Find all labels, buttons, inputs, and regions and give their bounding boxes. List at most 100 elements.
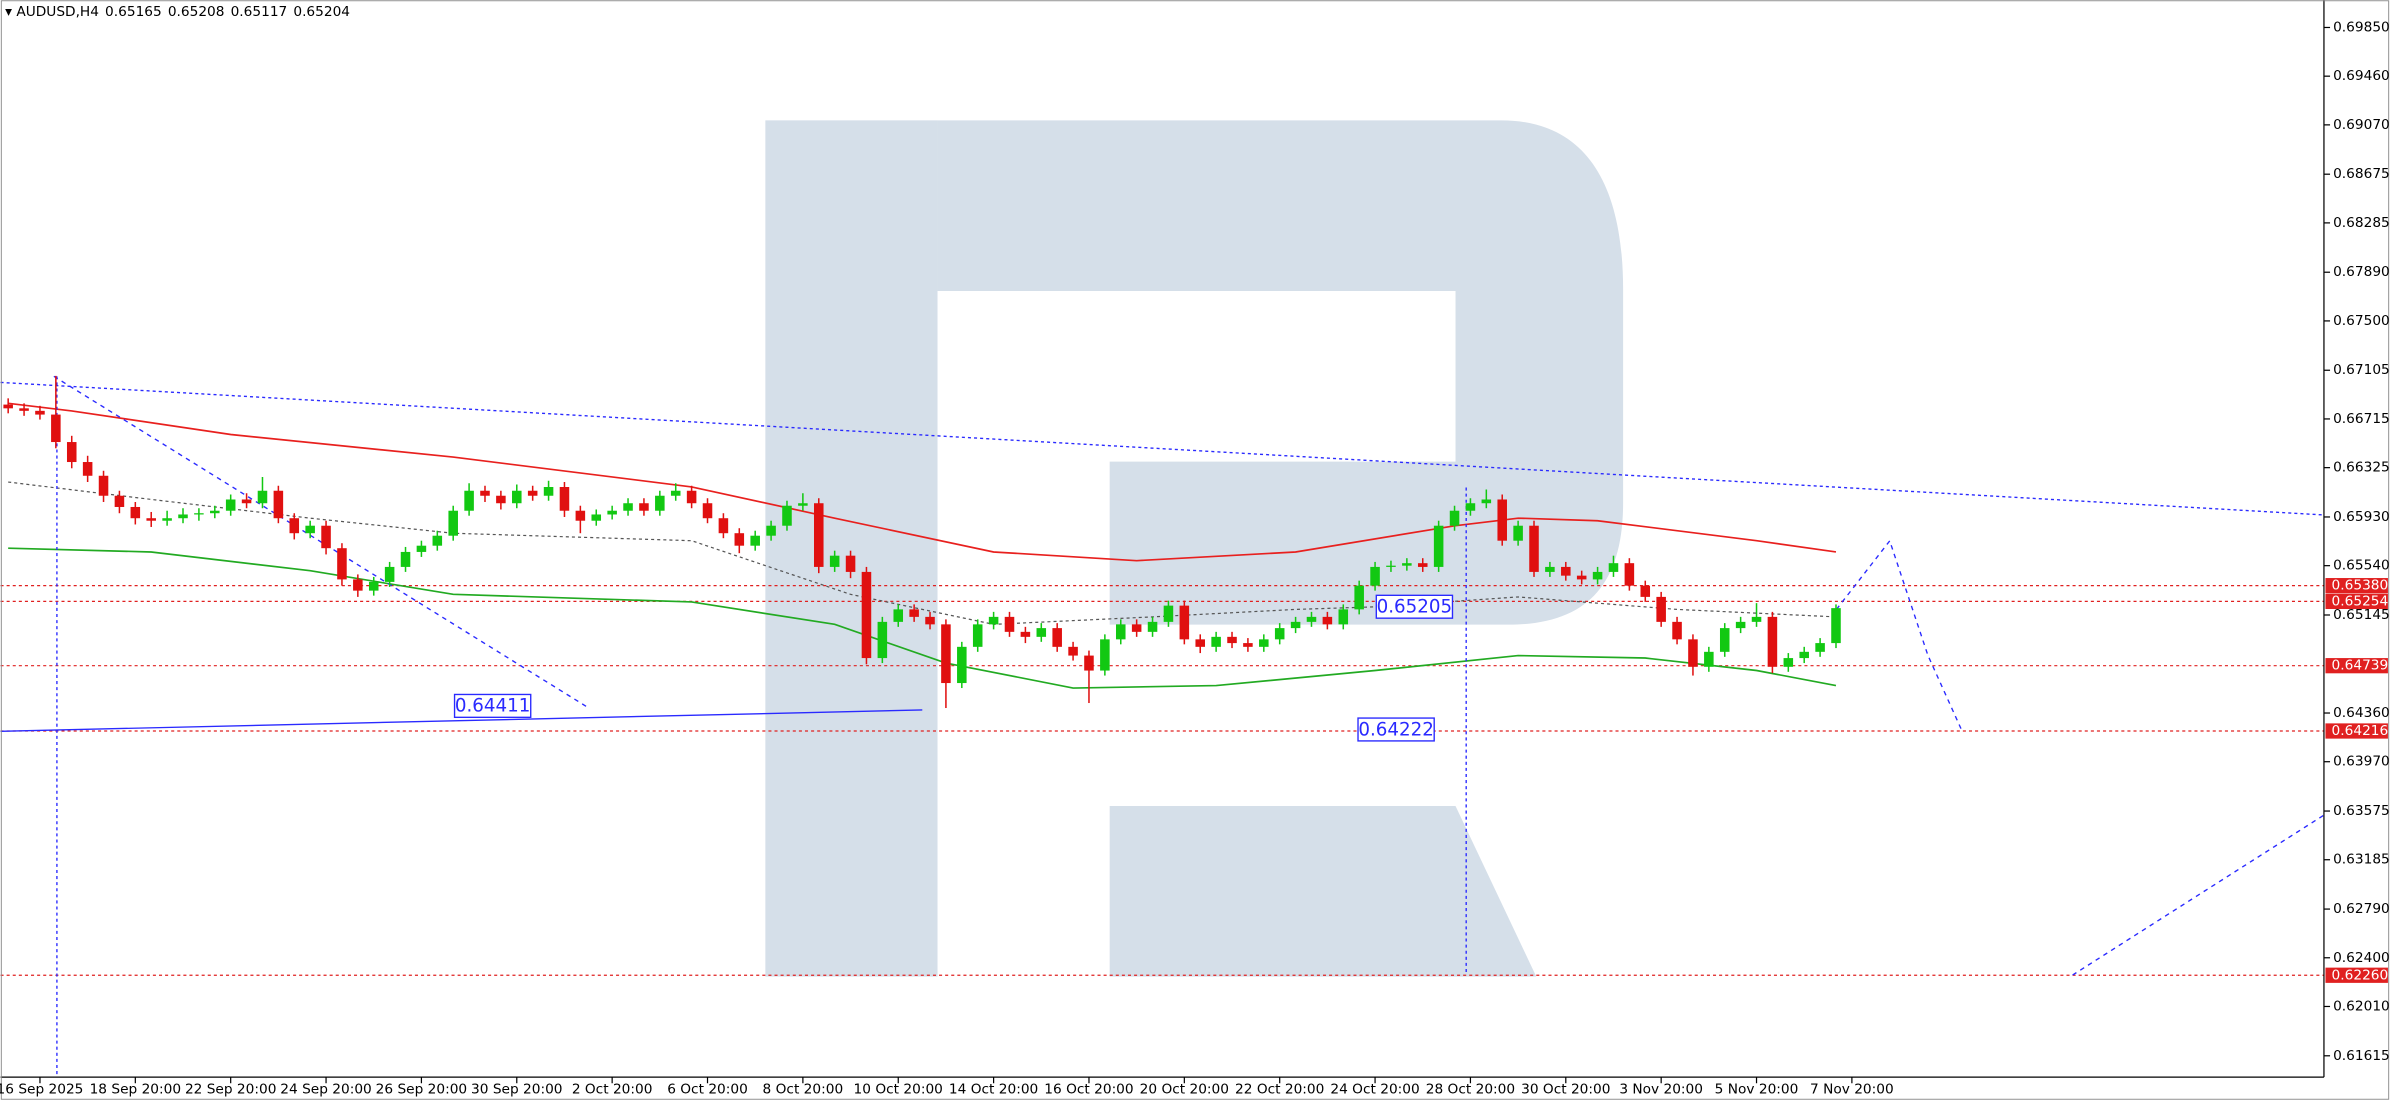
candle-body — [353, 579, 363, 591]
y-tick-label: 0.63970 — [2333, 754, 2390, 770]
candle-body — [1306, 616, 1317, 622]
candle-body — [1179, 605, 1190, 640]
y-tick-label: 0.67500 — [2333, 313, 2390, 329]
candle-body — [607, 510, 617, 515]
y-tick-label: 0.65145 — [2333, 607, 2390, 623]
candle-body — [1513, 525, 1523, 541]
trend-line — [53, 375, 588, 708]
candle-body — [1354, 585, 1364, 610]
level-label: 0.65380 — [2332, 578, 2389, 594]
candle-body — [1147, 621, 1158, 632]
candle-body — [702, 503, 713, 519]
candle-body — [1290, 621, 1301, 629]
candle-body — [1195, 639, 1205, 647]
watermark — [765, 120, 1624, 977]
price-axis-panel — [2323, 0, 2390, 1100]
candle-body — [82, 462, 93, 476]
candle-body — [623, 503, 633, 511]
level-tag — [2325, 578, 2388, 594]
candle-body — [1131, 624, 1142, 632]
candle-body — [1068, 646, 1078, 656]
candle-body — [1433, 525, 1444, 567]
axes: 0.69850 0.69460 0.69070 0.68675 0.68285 0.678… — [0, 19, 2390, 1097]
header: ▾ AUDUSD,H4 0.65165 0.65208 0.65117 0.65204 — [5, 4, 350, 20]
candle-body — [559, 487, 570, 511]
x-tick-label: 3 Nov 20:00 — [1619, 1081, 1703, 1097]
x-tick-label: 28 Oct 20:00 — [1426, 1081, 1515, 1097]
level-label: 0.62260 — [2332, 967, 2389, 983]
candle-body — [1417, 563, 1428, 567]
annotation-label: 0.64411 — [455, 696, 531, 717]
candle-body — [1243, 643, 1253, 647]
candle-body — [1386, 565, 1396, 567]
candle-body — [146, 518, 156, 521]
y-tick-label: 0.69460 — [2333, 68, 2390, 84]
candle-body — [527, 490, 538, 496]
candle-body — [1624, 563, 1635, 586]
annotation-box — [453, 693, 532, 719]
candle-body — [1545, 566, 1555, 572]
candle-body — [98, 475, 109, 496]
candle-body — [941, 624, 951, 684]
y-tick-label: 0.61615 — [2333, 1048, 2390, 1064]
candle-body — [1561, 566, 1571, 576]
menu-arrow: ▾ — [5, 4, 16, 20]
candle-body — [3, 404, 13, 409]
x-tick-label: 26 Sep 20:00 — [376, 1081, 467, 1097]
candle-body — [1815, 643, 1825, 652]
candle-body — [1735, 621, 1746, 629]
candle-body — [1370, 566, 1380, 586]
candle-body — [1497, 499, 1507, 541]
y-tick-label: 0.69070 — [2333, 117, 2390, 133]
candle-body — [766, 525, 776, 536]
candle-body — [814, 503, 824, 567]
candle-body — [734, 533, 745, 546]
candle-body — [1338, 609, 1349, 625]
level-tag — [2325, 723, 2388, 739]
candle-body — [1592, 571, 1603, 580]
candle-body — [591, 514, 602, 521]
candle-body — [1036, 628, 1047, 637]
candle-body — [162, 518, 172, 521]
candle-body — [893, 609, 904, 622]
candle-body — [305, 525, 315, 534]
candle-body — [321, 525, 331, 549]
level-tag — [2325, 658, 2388, 674]
indicator-line — [8, 402, 1837, 562]
candle-body — [988, 616, 999, 625]
drawings — [0, 375, 2325, 1078]
candle-body — [1115, 624, 1126, 640]
candle-body — [686, 490, 697, 504]
candle-body — [416, 545, 427, 552]
candle-body — [1831, 608, 1841, 644]
candle-body — [750, 535, 760, 546]
y-tick-label: 0.65540 — [2333, 558, 2390, 574]
y-tick-label: 0.62010 — [2333, 998, 2390, 1014]
x-tick-label: 2 Oct 20:00 — [572, 1081, 653, 1097]
level-tag — [2325, 593, 2388, 610]
candle-body — [1704, 651, 1714, 667]
x-tick-label: 5 Nov 20:00 — [1715, 1081, 1799, 1097]
candle-body — [1322, 616, 1333, 625]
level-label: 0.64739 — [2332, 658, 2389, 674]
candle-body — [1688, 639, 1698, 667]
candle-body — [1751, 616, 1762, 622]
x-tick-label: 18 Sep 20:00 — [90, 1081, 181, 1097]
candle-body — [368, 581, 379, 591]
annotation-label: 0.65205 — [1377, 597, 1453, 618]
y-tick-label: 0.68285 — [2333, 215, 2390, 231]
y-tick-label: 0.69850 — [2333, 19, 2390, 35]
candle-body — [130, 506, 141, 519]
candle-body — [575, 510, 586, 521]
candle-body — [798, 503, 808, 506]
candle-body — [1799, 651, 1809, 659]
candle-body — [1449, 510, 1460, 526]
x-tick-label: 16 Sep 2025 — [0, 1081, 83, 1097]
candle-body — [1656, 596, 1666, 622]
candle-body — [1100, 639, 1110, 671]
candle-body — [670, 490, 681, 496]
x-tick-label: 8 Oct 20:00 — [763, 1081, 844, 1097]
y-tick-label: 0.64360 — [2333, 705, 2390, 721]
candle-body — [464, 490, 474, 511]
candle-body — [1672, 621, 1682, 640]
